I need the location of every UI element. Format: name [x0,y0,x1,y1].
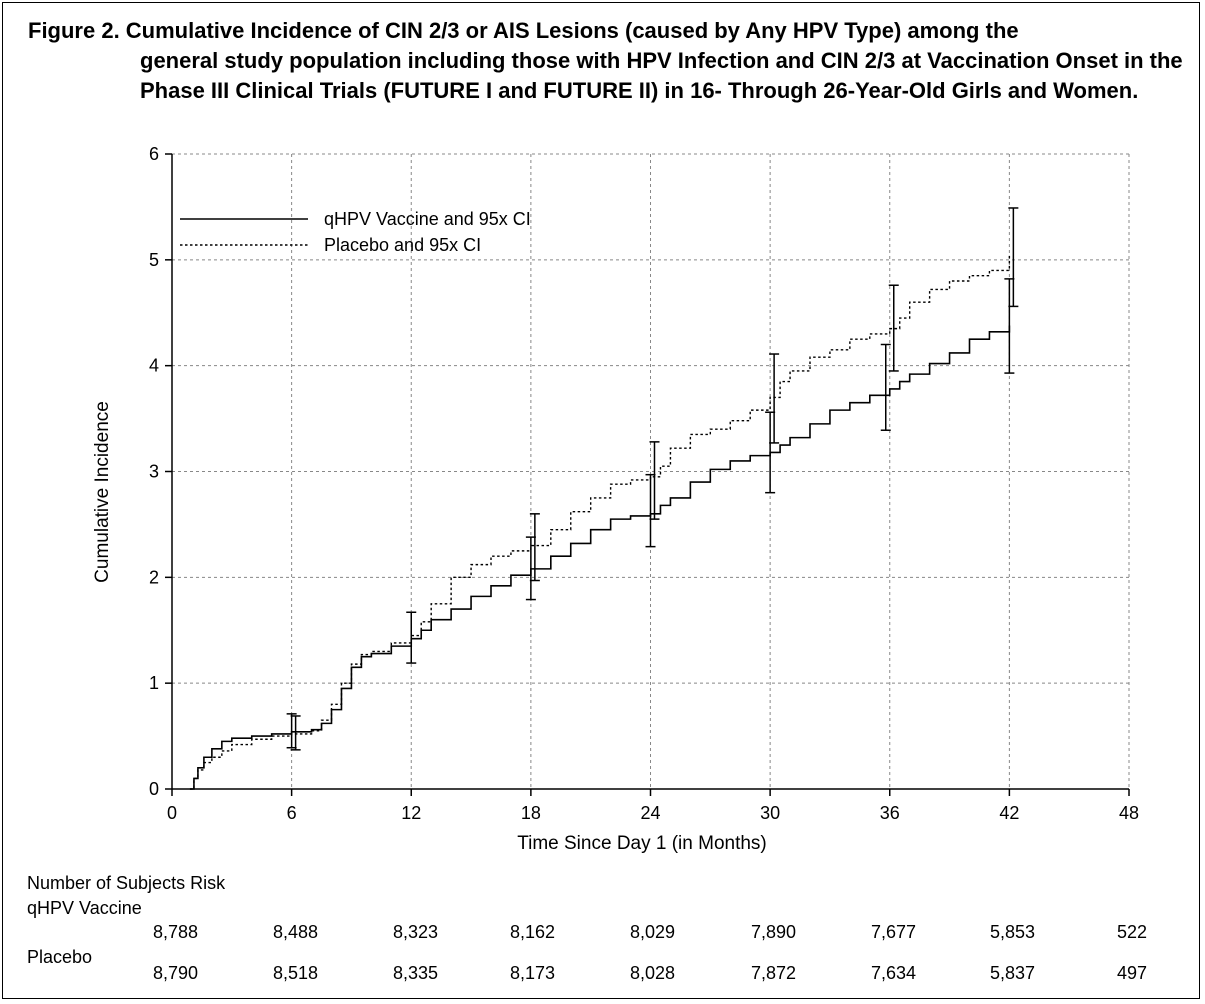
risk-value: 497 [1116,963,1147,983]
y-tick-label: 4 [149,356,159,376]
risk-value: 7,634 [870,963,916,983]
error-bar [290,715,301,751]
risk-value: 8,029 [629,922,675,942]
series-lines [189,254,1011,790]
error-bar [880,343,891,431]
x-axis-label: Time Since Day 1 (in Months) [517,833,767,854]
error-bar [769,353,780,444]
risk-value: 8,790 [152,963,198,983]
x-tick-label: 12 [401,803,421,823]
risk-value: 8,162 [509,922,555,942]
risk-value: 8,028 [629,963,675,983]
risk-value: 7,872 [750,963,796,983]
y-tick-label: 5 [149,250,159,270]
risk-value: 5,853 [989,922,1035,942]
figure-title: Figure 2. Cumulative Incidence of CIN 2/… [28,16,1188,106]
risk-value: 8,488 [272,922,318,942]
y-tick-label: 3 [149,462,159,482]
y-tick-label: 1 [149,673,159,693]
x-tick-label: 30 [760,803,780,823]
legend: qHPV Vaccine and 95x CI Placebo and 95x C… [180,209,531,255]
grid-lines [172,153,1130,789]
figure-title-line1: Figure 2. Cumulative Incidence of CIN 2/… [28,18,1019,43]
error-bars [286,207,1019,751]
x-tick-label: 36 [880,803,900,823]
error-bar [1008,207,1019,308]
x-tick-label: 0 [167,803,177,823]
error-bar [888,284,899,372]
x-tick-label: 24 [640,803,660,823]
risk-table-heading: Number of Subjects Risk [27,873,226,893]
y-tick-label: 2 [149,567,159,587]
x-tick-label: 18 [521,803,541,823]
legend-label: Placebo and 95x CI [324,235,481,255]
risk-value: 8,323 [392,922,438,942]
y-tick-label: 6 [149,144,159,164]
risk-value: 8,173 [509,963,555,983]
error-bar [529,513,540,582]
error-bar [406,611,417,664]
figure-title-rest: general study population including those… [140,48,1183,103]
risk-value: 8,518 [272,963,318,983]
risk-value: 522 [1116,922,1147,942]
x-tick-label: 48 [1119,803,1139,823]
y-tick-label: 0 [149,779,159,799]
risk-value: 5,837 [989,963,1035,983]
risk-row-label: qHPV Vaccine [27,898,142,918]
x-tick-label: 6 [287,803,297,823]
error-bar [649,441,660,520]
risk-value: 8,335 [392,963,438,983]
series-line-placebo [189,254,1011,790]
risk-value: 8,788 [152,922,198,942]
legend-label: qHPV Vaccine and 95x CI [324,209,531,229]
risk-value: 7,677 [870,922,916,942]
y-axis-label: Cumulative Incidence [92,401,113,583]
risk-value: 7,890 [750,922,796,942]
risk-row-label: Placebo [27,947,93,967]
x-tick-label: 42 [999,803,1019,823]
